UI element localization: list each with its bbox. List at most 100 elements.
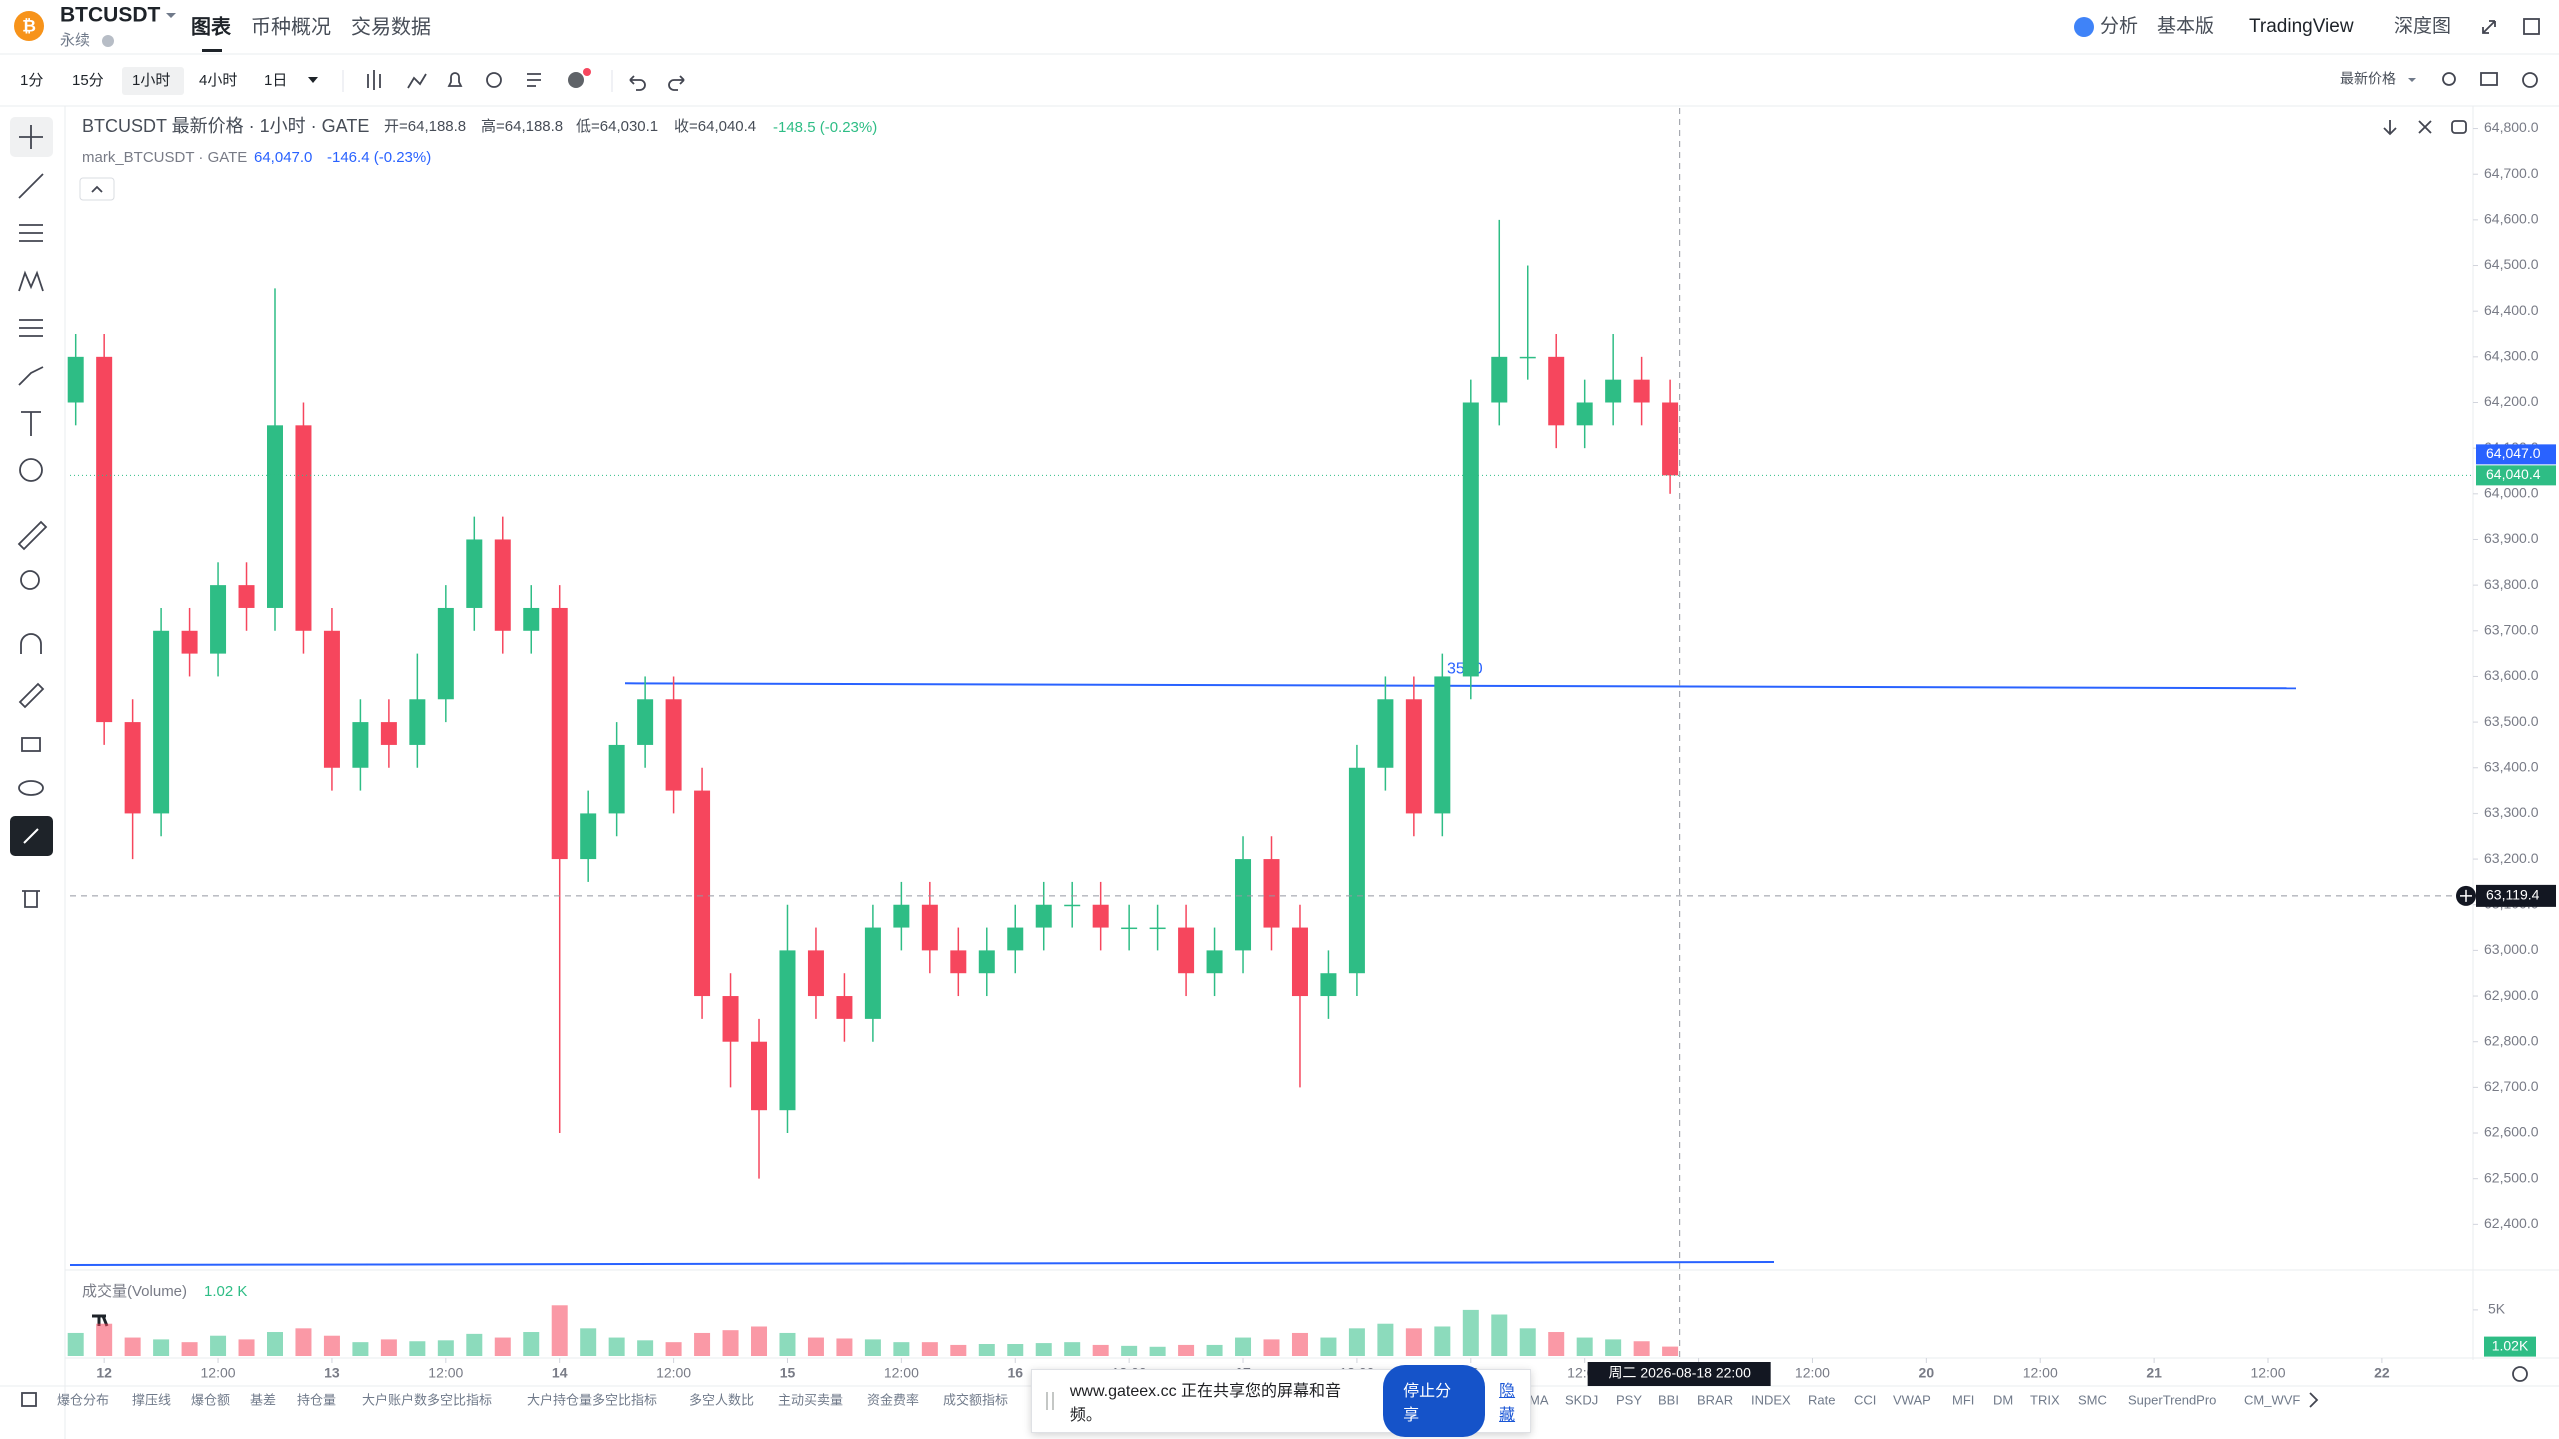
calendar-icon[interactable] bbox=[21, 1392, 37, 1407]
delete-tool[interactable] bbox=[22, 890, 40, 908]
pane-max-icon[interactable] bbox=[2418, 120, 2432, 134]
y-tick-label: 63,900.0 bbox=[2484, 530, 2539, 546]
header-link[interactable]: TradingView bbox=[2249, 16, 2354, 37]
stop-share-button[interactable]: 停止分享 bbox=[1383, 1365, 1486, 1437]
line-tool[interactable] bbox=[18, 173, 44, 199]
alert-icon[interactable] bbox=[447, 72, 463, 87]
indicator-tab[interactable]: BRAR bbox=[1697, 1392, 1733, 1407]
fib-tool[interactable] bbox=[19, 319, 43, 337]
collapse-button[interactable] bbox=[79, 177, 115, 201]
indicator-icon[interactable] bbox=[407, 73, 427, 89]
analysis-icon[interactable] bbox=[2074, 17, 2094, 37]
axis-settings-icon[interactable] bbox=[2512, 1366, 2528, 1382]
indicator-tab[interactable]: CM_WVF bbox=[2244, 1392, 2300, 1407]
indicator-tab[interactable]: 大户持仓量多空比指标 bbox=[527, 1392, 657, 1407]
indicator-tab[interactable]: SKDJ bbox=[1565, 1392, 1598, 1407]
legend-open: 开=64,188.8 bbox=[384, 118, 466, 135]
text-tool[interactable] bbox=[21, 411, 41, 436]
interval[interactable]: 4小时 bbox=[199, 72, 237, 89]
interval-caret[interactable] bbox=[308, 77, 318, 83]
candle-body bbox=[1491, 356, 1508, 403]
interval[interactable]: 15分 bbox=[72, 72, 104, 89]
indicator-tab[interactable]: VWAP bbox=[1893, 1392, 1931, 1407]
price-source[interactable]: 最新价格 bbox=[2340, 71, 2396, 87]
indicator-tab[interactable]: PSY bbox=[1616, 1392, 1642, 1407]
indicator-tab[interactable]: 大户账户数多空比指标 bbox=[362, 1392, 492, 1407]
template-icon[interactable] bbox=[527, 73, 541, 87]
candle-body bbox=[1263, 859, 1280, 928]
indicator-tab[interactable]: Rate bbox=[1808, 1392, 1835, 1407]
indicator-tab[interactable]: 主动买卖量 bbox=[778, 1392, 843, 1407]
x-tick-label: 12:00 bbox=[656, 1365, 691, 1381]
candle-body bbox=[864, 927, 881, 1019]
crosshair-x-tag bbox=[1587, 1362, 1771, 1386]
indicator-tab[interactable]: MA bbox=[1529, 1392, 1549, 1407]
indicator-tab[interactable]: BBI bbox=[1658, 1392, 1679, 1407]
tab[interactable]: 图表 bbox=[191, 14, 232, 38]
hide-link[interactable]: 隐藏 bbox=[1499, 1383, 1516, 1424]
tabs-next[interactable] bbox=[2309, 1392, 2319, 1408]
symbol[interactable]: BTCUSDT bbox=[60, 4, 160, 27]
indicator-tab[interactable]: 资金费率 bbox=[867, 1392, 919, 1407]
indicator-tab[interactable]: 爆仓额 bbox=[191, 1392, 230, 1407]
link-tool[interactable] bbox=[23, 828, 39, 844]
header-link[interactable]: 分析 bbox=[2100, 15, 2138, 37]
symbol-caret[interactable] bbox=[166, 13, 176, 18]
add-alert-icon bbox=[2460, 889, 2472, 902]
expand-icon[interactable] bbox=[2482, 20, 2496, 34]
lock-tool[interactable] bbox=[21, 737, 41, 752]
pattern-tool[interactable] bbox=[18, 270, 44, 292]
visibility-tool[interactable] bbox=[18, 780, 44, 796]
crosshair-tool[interactable] bbox=[19, 125, 43, 149]
volume-bar bbox=[1405, 1328, 1422, 1356]
lock-draw-tool[interactable] bbox=[18, 682, 45, 709]
pane-down-icon[interactable] bbox=[2383, 120, 2397, 136]
tab[interactable]: 币种概况 bbox=[251, 15, 331, 38]
search-icon[interactable] bbox=[2442, 72, 2456, 86]
ruler-tool[interactable] bbox=[17, 520, 48, 551]
y-tick-label: 63,500.0 bbox=[2484, 713, 2539, 729]
x-tick-label: 12:00 bbox=[2023, 1365, 2058, 1381]
indicator-tab[interactable]: 撑压线 bbox=[132, 1392, 171, 1407]
indicator-tab[interactable]: 成交额指标 bbox=[943, 1392, 1008, 1407]
indicator-tab[interactable]: 基差 bbox=[250, 1392, 276, 1407]
undo-icon[interactable] bbox=[629, 75, 646, 91]
indicator-tab[interactable]: SMC bbox=[2078, 1392, 2107, 1407]
chart-type-icon[interactable] bbox=[367, 70, 381, 90]
settings-icon[interactable] bbox=[2522, 72, 2538, 88]
drawn-line[interactable] bbox=[69, 1261, 1775, 1266]
magnet-tool[interactable] bbox=[20, 633, 42, 654]
indicator-tab[interactable]: TRIX bbox=[2030, 1392, 2060, 1407]
window-icon[interactable] bbox=[2523, 18, 2540, 35]
info-icon[interactable] bbox=[102, 35, 114, 47]
indicator-tab[interactable]: 多空人数比 bbox=[689, 1392, 754, 1407]
indicator-tab[interactable]: 爆仓分布 bbox=[57, 1392, 109, 1407]
emoji-tool[interactable] bbox=[19, 458, 43, 482]
plugin-icon[interactable] bbox=[568, 72, 584, 88]
indicator-tab[interactable]: MFI bbox=[1952, 1392, 1974, 1407]
indicator-tab[interactable]: SuperTrendPro bbox=[2128, 1392, 2216, 1407]
brush-tool[interactable] bbox=[18, 366, 44, 386]
indicator-tab[interactable]: CCI bbox=[1854, 1392, 1876, 1407]
channel-tool[interactable] bbox=[19, 224, 43, 242]
redo-icon[interactable] bbox=[668, 75, 685, 91]
x-tick-label: 12:00 bbox=[201, 1365, 236, 1381]
indicator-tab[interactable]: 持仓量 bbox=[297, 1392, 336, 1407]
price-source-caret[interactable] bbox=[2408, 78, 2416, 82]
zoom-tool[interactable] bbox=[20, 570, 40, 590]
replay-icon[interactable] bbox=[486, 72, 502, 88]
tab[interactable]: 交易数据 bbox=[351, 15, 431, 38]
interval[interactable]: 1分 bbox=[20, 72, 43, 89]
indicator-tab[interactable]: DM bbox=[1993, 1392, 2013, 1407]
interval[interactable]: 1小时 bbox=[132, 72, 170, 89]
grip[interactable] bbox=[1046, 1392, 1054, 1410]
camera-icon[interactable] bbox=[2480, 72, 2498, 86]
header-link[interactable]: 深度图 bbox=[2394, 15, 2451, 37]
x-tick-label: 22 bbox=[2374, 1365, 2390, 1381]
pane-more-icon[interactable] bbox=[2451, 120, 2467, 134]
header-link[interactable]: 基本版 bbox=[2157, 15, 2214, 37]
candle-body bbox=[437, 607, 454, 700]
mark-price: 64,047.0 bbox=[254, 149, 312, 166]
interval[interactable]: 1日 bbox=[264, 72, 287, 89]
indicator-tab[interactable]: INDEX bbox=[1751, 1392, 1791, 1407]
